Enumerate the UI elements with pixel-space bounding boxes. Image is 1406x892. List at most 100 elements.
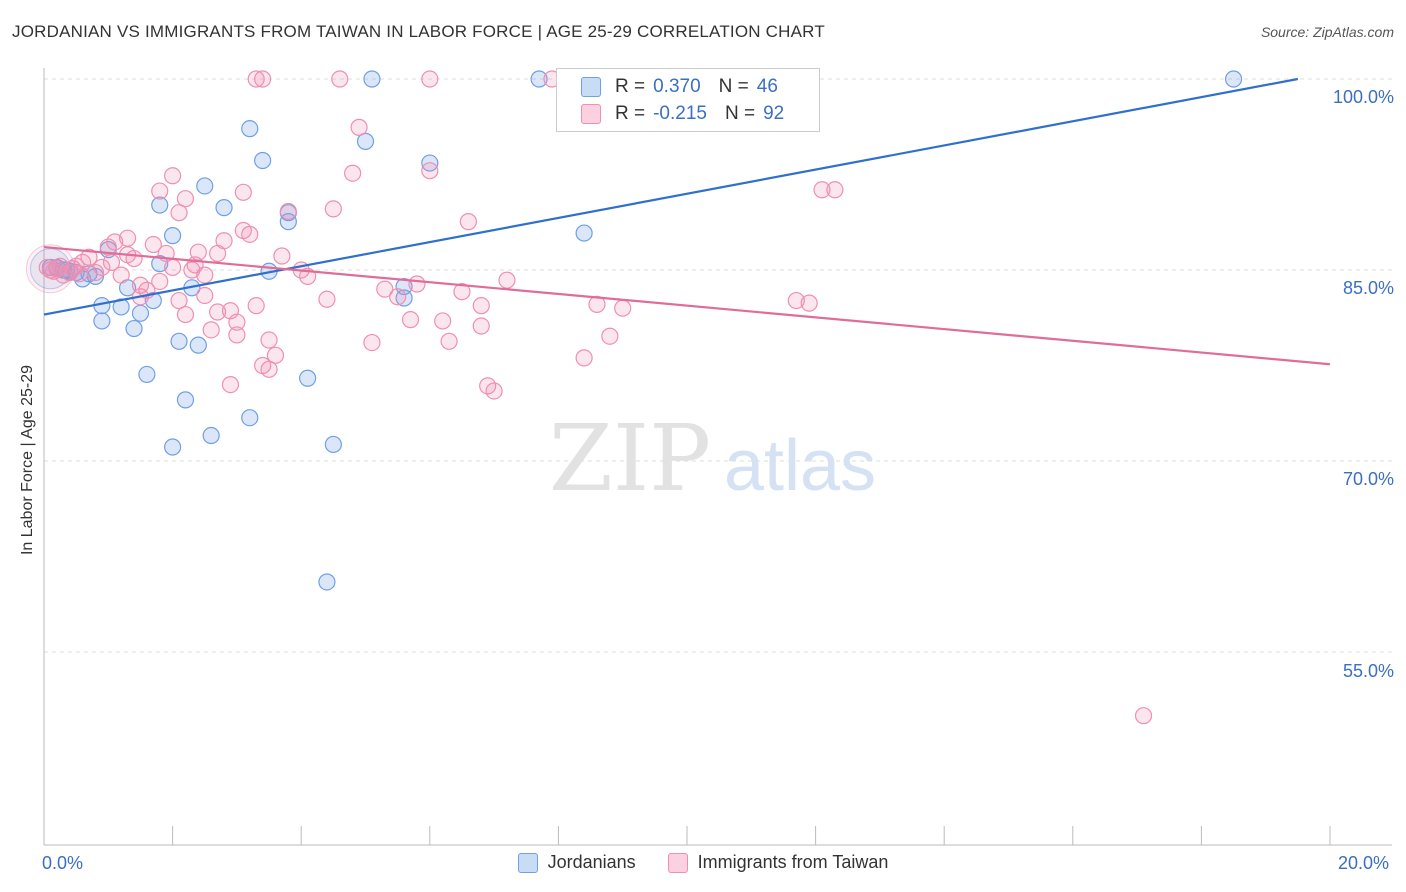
data-point-jordanians [241, 409, 259, 427]
y-tick-100: 100.0% [1332, 87, 1394, 107]
data-point-taiwan [125, 249, 143, 268]
legend-r-value: -0.215 [653, 103, 707, 124]
data-point-jordanians [164, 438, 182, 456]
data-point-taiwan [440, 332, 458, 350]
data-point-taiwan [196, 286, 214, 305]
data-point-taiwan [228, 326, 246, 344]
data-point-taiwan [247, 297, 265, 315]
data-point-jordanians [202, 426, 220, 445]
data-point-taiwan [421, 162, 439, 180]
legend-r-value: 0.370 [653, 76, 701, 97]
data-point-taiwan [401, 311, 420, 329]
data-point-jordanians [151, 196, 169, 214]
legend-row-taiwan: R = -0.215 N = 92 [581, 102, 784, 126]
data-point-taiwan [106, 233, 124, 251]
data-point-taiwan [93, 258, 111, 277]
data-point-taiwan [112, 266, 130, 284]
data-point-taiwan [376, 280, 394, 298]
data-point-jordanians [170, 332, 188, 350]
legend-n-label: N = [724, 103, 756, 124]
axes [43, 68, 1392, 846]
data-point-jordanians [1224, 70, 1243, 88]
data-point-taiwan [202, 321, 220, 339]
legend-label-taiwan: Immigrants from Taiwan [697, 852, 889, 872]
data-point-taiwan [51, 257, 69, 275]
legend-swatch-jordanians [517, 852, 538, 873]
data-point-taiwan [170, 291, 188, 310]
data-point-taiwan [1134, 707, 1153, 725]
data-point-jordanians [112, 298, 130, 316]
data-point-taiwan [176, 190, 195, 208]
data-point-taiwan [273, 247, 291, 265]
data-point-jordanians [131, 304, 150, 322]
legend-n-label: N = [718, 76, 749, 97]
data-point-taiwan [787, 291, 805, 310]
data-point-taiwan [813, 181, 831, 199]
data-point-taiwan [318, 290, 336, 308]
data-point-jordanians [215, 199, 233, 217]
data-point-taiwan [234, 183, 252, 201]
data-point-jordanians [254, 151, 272, 170]
data-point-taiwan [614, 299, 632, 317]
data-point-taiwan [215, 232, 233, 250]
data-point-taiwan [80, 248, 98, 266]
gridlines [44, 78, 1392, 653]
legend-label-jordanians: Jordanians [547, 852, 636, 872]
trend-line-taiwan [43, 245, 1331, 366]
data-point-taiwan [575, 349, 593, 367]
data-point-taiwan [102, 253, 121, 271]
legend-r-label: R = [615, 103, 646, 124]
data-point-taiwan [331, 70, 349, 88]
trend-line-jordanians [43, 77, 1299, 316]
data-point-taiwan [434, 312, 452, 330]
data-point-taiwan [254, 70, 272, 88]
data-point-taiwan [421, 70, 439, 88]
legend-r-label: R = [615, 76, 646, 97]
data-point-jordanians [324, 435, 342, 454]
legend-item-jordanians: Jordanians [517, 852, 636, 873]
source-label: Source: ZipAtlas.com [1260, 24, 1394, 40]
data-point-taiwan [70, 265, 88, 283]
data-point-jordanians [164, 227, 182, 245]
series-legend: Jordanians Immigrants from Taiwan [0, 852, 1406, 873]
legend-n-value: 46 [756, 76, 778, 97]
trend-lines [43, 77, 1331, 366]
data-point-taiwan [472, 297, 490, 315]
data-point-jordanians [144, 291, 162, 310]
legend-swatch-jordanians [581, 77, 601, 97]
data-point-jordanians [299, 369, 317, 387]
y-tick-70: 70.0% [1342, 469, 1394, 489]
data-point-taiwan [151, 272, 169, 291]
data-point-taiwan [247, 70, 265, 88]
data-point-taiwan [144, 235, 162, 254]
data-point-jordanians [176, 391, 195, 409]
data-point-taiwan [221, 376, 240, 394]
data-point-taiwan [170, 204, 188, 222]
data-point-taiwan [363, 333, 381, 352]
data-point-taiwan [266, 346, 285, 364]
data-point-taiwan [498, 271, 516, 289]
data-point-jordanians [151, 255, 169, 273]
data-point-taiwan [826, 181, 844, 199]
x-tick-min: 0.0% [42, 853, 84, 873]
legend-row-jordanians: R = 0.370 N = 46 [581, 75, 778, 99]
data-point-taiwan [118, 229, 137, 247]
data-point-jordanians [395, 289, 413, 307]
data-point-jordanians [138, 365, 156, 384]
watermark-atlas: atlas [724, 426, 876, 506]
data-point-jordanians [318, 573, 336, 591]
data-point-taiwan [209, 303, 227, 321]
data-point-taiwan [453, 283, 471, 301]
data-point-taiwan [241, 225, 259, 243]
data-point-taiwan [260, 360, 278, 378]
legend-item-taiwan: Immigrants from Taiwan [667, 852, 889, 873]
data-point-taiwan [472, 317, 490, 335]
data-point-taiwan [279, 202, 297, 221]
data-point-taiwan [183, 261, 201, 279]
chart-title: JORDANIAN VS IMMIGRANTS FROM TAIWAN IN L… [12, 22, 825, 41]
data-point-taiwan [164, 258, 182, 277]
data-point-taiwan [350, 118, 368, 136]
data-point-taiwan [324, 200, 342, 218]
data-point-taiwan [389, 288, 407, 306]
